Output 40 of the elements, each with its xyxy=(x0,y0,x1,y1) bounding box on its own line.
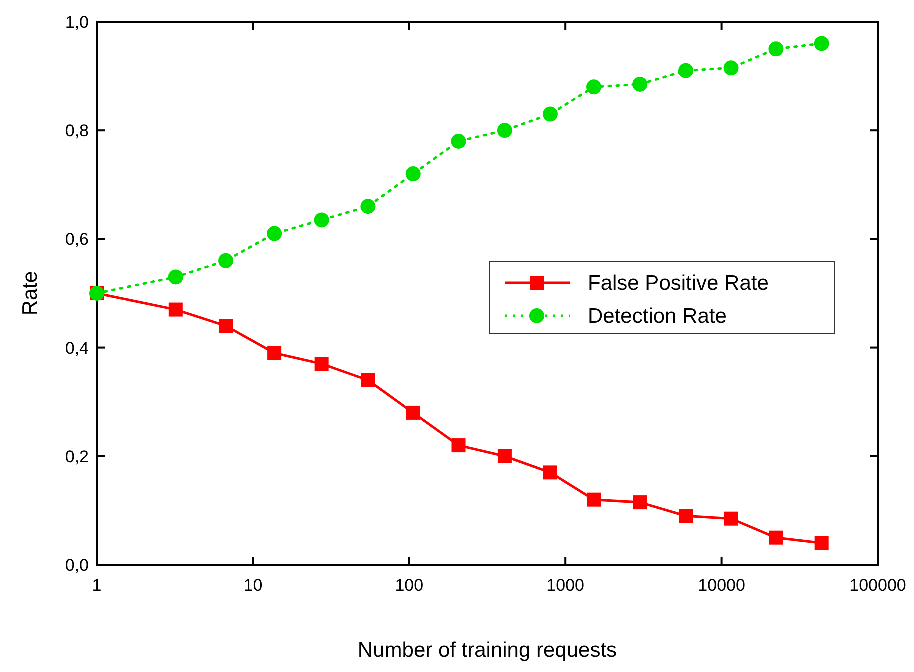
point xyxy=(678,63,694,78)
y-tick-label: 0,2 xyxy=(65,447,89,466)
point xyxy=(679,509,694,524)
point xyxy=(452,438,466,453)
point xyxy=(724,60,739,76)
legend-label: False Positive Rate xyxy=(588,272,769,295)
y-tick-label: 0,0 xyxy=(65,556,89,575)
x-tick-label: 100 xyxy=(395,576,424,595)
point xyxy=(586,80,602,95)
point xyxy=(314,357,329,372)
point xyxy=(406,406,420,420)
y-axis-title: Rate xyxy=(19,271,42,316)
point xyxy=(814,36,830,52)
point xyxy=(497,123,512,138)
y-tick-label: 0,6 xyxy=(65,230,89,250)
x-tick-label: 1000 xyxy=(546,576,585,595)
y-tick-label: 0,8 xyxy=(65,122,89,141)
point xyxy=(314,212,330,228)
x-tick-label: 10000 xyxy=(698,576,746,595)
point xyxy=(768,42,784,57)
point xyxy=(724,512,738,526)
point xyxy=(361,373,376,388)
x-tick-label: 10 xyxy=(244,576,263,595)
point xyxy=(632,76,648,92)
point xyxy=(451,134,466,149)
x-tick-label: 100000 xyxy=(850,576,906,595)
point xyxy=(543,466,558,480)
point xyxy=(498,449,512,464)
x-axis-title: Number of training requests xyxy=(358,639,618,662)
point xyxy=(769,530,784,545)
point xyxy=(542,106,558,122)
point xyxy=(360,199,376,214)
point xyxy=(633,496,648,510)
point xyxy=(587,492,602,507)
y-tick-label: 0,4 xyxy=(65,338,89,358)
legend-label: Detection Rate xyxy=(588,305,727,328)
y-tick-label: 1,0 xyxy=(65,13,89,32)
x-tick-label: 1 xyxy=(92,576,102,595)
point xyxy=(406,166,421,182)
point xyxy=(814,536,829,550)
